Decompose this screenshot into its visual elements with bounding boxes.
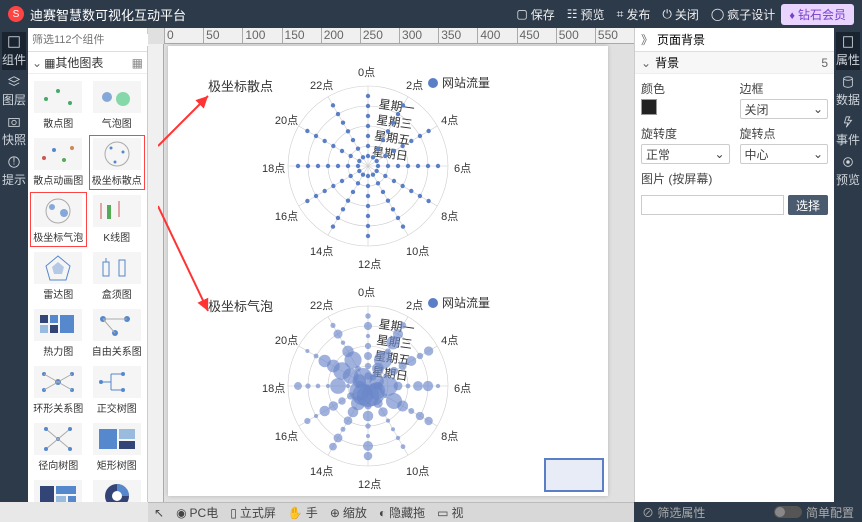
selection-rect[interactable] (544, 458, 604, 492)
component-item[interactable]: 径向树图 (30, 420, 87, 475)
canvas[interactable]: 极坐标散点 网站流量 星期日星期五星期三星期一 0点2点4点6点8点10点12点… (168, 46, 608, 496)
prop-header[interactable]: 》页面背景 (635, 28, 834, 52)
save-button[interactable]: ▢ 保存 (516, 6, 554, 23)
color-swatch[interactable] (641, 99, 657, 115)
component-item[interactable]: 矩形树动画 (30, 477, 87, 502)
tab-data[interactable]: 数据 (836, 72, 860, 110)
vip-badge[interactable]: ♦ 钻石会员 (781, 4, 854, 25)
prop-section-bg[interactable]: ⌄背景5 (635, 52, 834, 74)
component-item[interactable]: 正交树图 (89, 363, 146, 418)
ruler-horizontal: 050100150200250300350400450500550 (164, 28, 634, 44)
field-rotate: 旋转度 正常⌄ (641, 125, 730, 164)
border-select[interactable]: 关闭⌄ (740, 99, 829, 119)
polar-svg: 星期日星期五星期三星期一 (278, 76, 458, 256)
filter-props[interactable]: ⊘ 筛选属性 (642, 504, 705, 521)
component-item[interactable]: 矩形树图 (89, 420, 146, 475)
grid-view-icon[interactable]: ▦ (132, 56, 143, 70)
publish-button[interactable]: ⌗ 发布 (617, 6, 651, 23)
chart-title: 极坐标气泡 (208, 296, 273, 315)
component-item[interactable]: K线图 (89, 192, 146, 247)
bb-hand[interactable]: ✋ 手 (288, 504, 318, 521)
category-header[interactable]: ⌄ ▦ 其他图表 ▦ (28, 52, 147, 74)
image-path-input[interactable] (641, 195, 784, 215)
component-item[interactable]: 基本旭日图 (89, 477, 146, 502)
right-bottom-bar: ⊘ 筛选属性 简单配置 (634, 502, 862, 522)
component-item[interactable]: 极坐标散点 (89, 135, 146, 190)
svg-text:!: ! (13, 155, 16, 167)
component-item[interactable]: 气泡图 (89, 78, 146, 133)
component-panel: 🔍 ⌄ ▦ 其他图表 ▦ 散点图气泡图散点动画图极坐标散点极坐标气泡K线图雷达图… (28, 28, 148, 502)
pivot-select[interactable]: 中心⌄ (740, 144, 829, 164)
tab-components[interactable]: 组件 (2, 32, 26, 70)
tab-layers[interactable]: 图层 (2, 72, 26, 110)
bb-view[interactable]: ▭ 视 (437, 504, 463, 521)
polar-bubble-chart[interactable]: 极坐标气泡 网站流量 星期日星期五星期三星期一 0点2点4点6点8点10点12点… (198, 276, 578, 476)
simple-toggle[interactable]: 简单配置 (774, 504, 854, 521)
bb-cursor[interactable]: ↖ (154, 506, 164, 520)
tab-snapshot[interactable]: 快照 (2, 112, 26, 150)
tab-events[interactable]: 事件 (836, 112, 860, 150)
polar-scatter-chart[interactable]: 极坐标散点 网站流量 星期日星期五星期三星期一 0点2点4点6点8点10点12点… (198, 56, 578, 256)
component-item[interactable]: 自由关系图 (89, 306, 146, 361)
ruler-vertical (148, 44, 164, 502)
chart-title: 极坐标散点 (208, 76, 273, 95)
app-title: 迪赛智慧数可视化互动平台 (30, 5, 186, 24)
rotate-select[interactable]: 正常⌄ (641, 144, 730, 164)
component-item[interactable]: 雷达图 (30, 249, 87, 304)
right-tabs: 属性 数据 事件 预览 (834, 28, 862, 502)
bb-stand[interactable]: ▯ 立式屏 (230, 504, 276, 521)
preview-button[interactable]: ☷ 预览 (567, 6, 605, 23)
field-pivot: 旋转点 中心⌄ (740, 125, 829, 164)
field-image-label: 图片 (按屏幕) (641, 170, 828, 189)
component-item[interactable]: 热力图 (30, 306, 87, 361)
topbar: S 迪赛智慧数可视化互动平台 ▢ 保存 ☷ 预览 ⌗ 发布 ⏻ 关闭 ◯ 疯子设… (0, 0, 862, 28)
user-menu[interactable]: ◯ 疯子设计 (711, 6, 775, 23)
left-tabs: 组件 图层 快照 !提示 (0, 28, 28, 502)
property-panel: 》页面背景 ⌄背景5 颜色 边框 关闭⌄ 旋转度 正常⌄ 旋转点 中心⌄ 图片 … (634, 28, 834, 502)
app-logo: S (8, 6, 24, 22)
polar-svg: 星期日星期五星期三星期一 (278, 296, 458, 476)
component-item[interactable]: 环形关系图 (30, 363, 87, 418)
chevron-down-icon: ⌄ (32, 56, 42, 70)
close-button[interactable]: ⏻ 关闭 (662, 6, 699, 23)
bb-hide[interactable]: ◐ 隐藏拖 (379, 504, 425, 521)
tab-tips[interactable]: !提示 (2, 152, 26, 190)
tab-props[interactable]: 属性 (836, 32, 860, 70)
tab-preview[interactable]: 预览 (836, 152, 860, 190)
bb-zoom[interactable]: ⊕ 缩放 (330, 504, 367, 521)
canvas-area[interactable]: 050100150200250300350400450500550 极坐标散点 … (148, 28, 634, 502)
component-item[interactable]: 散点图 (30, 78, 87, 133)
bb-pc[interactable]: ◉ PC电 (176, 504, 218, 521)
component-grid: 散点图气泡图散点动画图极坐标散点极坐标气泡K线图雷达图盒须图热力图自由关系图环形… (28, 74, 147, 502)
component-item[interactable]: 散点动画图 (30, 135, 87, 190)
bottom-toolbar: ↖ ◉ PC电 ▯ 立式屏 ✋ 手 ⊕ 缩放 ◐ 隐藏拖 ▭ 视 (148, 502, 634, 522)
field-border: 边框 关闭⌄ (740, 80, 829, 119)
component-item[interactable]: 极坐标气泡 (30, 192, 87, 247)
choose-image-button[interactable]: 选择 (788, 195, 828, 215)
field-color: 颜色 (641, 80, 730, 119)
component-item[interactable]: 盒须图 (89, 249, 146, 304)
